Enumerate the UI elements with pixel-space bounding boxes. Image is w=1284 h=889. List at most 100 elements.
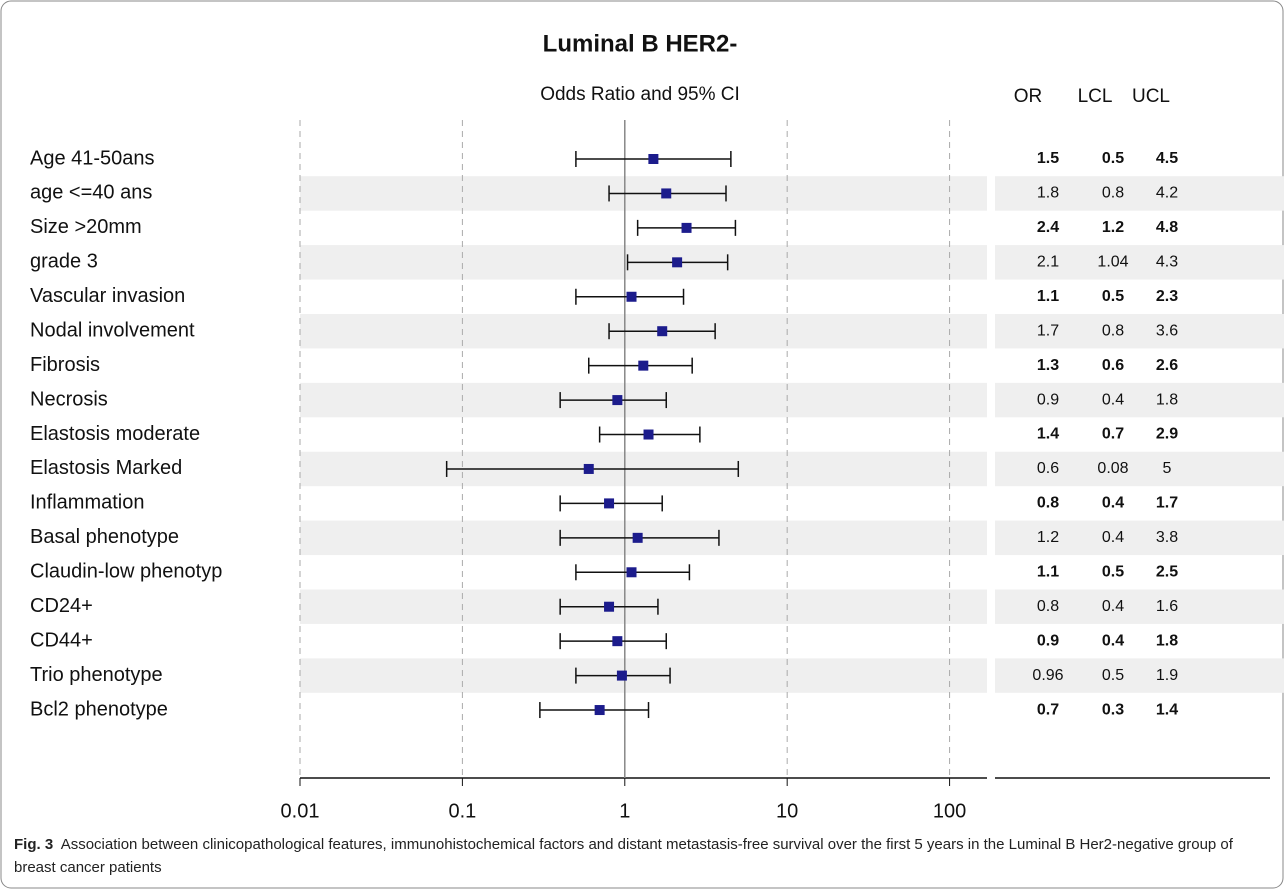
caption-label: Fig. 3	[14, 836, 54, 853]
x-tick-label: 10	[776, 800, 798, 822]
x-tick-label: 0.1	[448, 800, 476, 822]
table-value: 0.4	[1102, 495, 1124, 512]
table-value: 0.5	[1102, 288, 1124, 305]
table-value: 1.2	[1102, 219, 1124, 236]
table-value: 2.9	[1156, 426, 1178, 443]
table-value: 1.2	[1037, 529, 1059, 546]
table-value: 1.7	[1037, 322, 1059, 339]
table-value: 1.4	[1037, 426, 1059, 443]
table-value: 0.7	[1037, 701, 1059, 718]
table-value: 1.5	[1037, 150, 1059, 167]
table-value: 0.4	[1102, 632, 1124, 649]
x-tick-label: 0.01	[281, 800, 320, 822]
table-value: 0.9	[1037, 632, 1059, 649]
row-label: Bcl2 phenotype	[30, 698, 168, 720]
table-value: 1.1	[1037, 288, 1059, 305]
odds-ratio-marker	[661, 188, 672, 199]
row-band	[995, 589, 1284, 624]
odds-ratio-marker	[604, 601, 615, 612]
odds-ratio-marker	[612, 636, 623, 647]
table-value: 0.4	[1102, 391, 1124, 408]
table-header: LCL	[1078, 86, 1113, 107]
row-label: Vascular invasion	[30, 285, 185, 307]
table-value: 0.8	[1102, 185, 1124, 202]
table-value: 4.3	[1156, 254, 1178, 271]
row-band	[995, 658, 1284, 693]
odds-ratio-marker	[632, 532, 643, 543]
row-label: Necrosis	[30, 388, 108, 410]
row-label: Age 41-50ans	[30, 147, 155, 169]
odds-ratio-marker	[612, 395, 623, 406]
table-value: 0.5	[1102, 150, 1124, 167]
odds-ratio-marker	[681, 222, 692, 233]
table-value: 0.8	[1037, 495, 1059, 512]
table-value: 4.8	[1156, 219, 1178, 236]
row-label: Claudin-low phenotyp	[30, 561, 222, 583]
odds-ratio-marker	[626, 567, 637, 578]
row-label: Inflammation	[30, 492, 145, 514]
table-value: 2.3	[1156, 288, 1178, 305]
row-label: grade 3	[30, 251, 98, 273]
row-label: CD44+	[30, 629, 93, 651]
table-value: 1.1	[1037, 563, 1059, 580]
table-value: 2.6	[1156, 357, 1178, 374]
table-value: 1.6	[1156, 598, 1178, 615]
table-value: 0.5	[1102, 667, 1124, 684]
table-value: 5	[1163, 460, 1172, 477]
chart-title: Luminal B HER2-	[543, 30, 738, 57]
row-label: Nodal involvement	[30, 319, 195, 341]
row-label: age <=40 ans	[30, 182, 152, 204]
caption: Fig. 3 Association between clinicopathol…	[14, 833, 1274, 879]
row-label: Fibrosis	[30, 354, 100, 376]
odds-ratio-marker	[594, 705, 605, 716]
odds-ratio-marker	[626, 291, 637, 302]
row-band	[995, 382, 1284, 418]
row-label: Trio phenotype	[30, 664, 163, 686]
table-value: 1.8	[1156, 632, 1178, 649]
odds-ratio-marker	[583, 463, 594, 474]
table-header: UCL	[1132, 86, 1170, 107]
table-value: 0.9	[1037, 391, 1059, 408]
table-value: 3.8	[1156, 529, 1178, 546]
row-band	[995, 520, 1284, 556]
odds-ratio-marker	[643, 429, 654, 440]
odds-ratio-marker	[648, 154, 659, 164]
caption-text: Association between clinicopathological …	[14, 836, 1233, 876]
table-value: 0.7	[1102, 426, 1124, 443]
table-value: 0.6	[1037, 460, 1059, 477]
row-band	[995, 313, 1284, 349]
odds-ratio-marker	[638, 360, 649, 371]
table-value: 0.8	[1102, 322, 1124, 339]
table-value: 2.4	[1037, 219, 1059, 236]
table-value: 1.04	[1097, 254, 1128, 271]
table-value: 1.7	[1156, 495, 1178, 512]
odds-ratio-marker	[616, 670, 627, 681]
table-value: 0.4	[1102, 529, 1124, 546]
row-label: CD24+	[30, 595, 93, 617]
table-value: 0.5	[1102, 563, 1124, 580]
table-value: 0.96	[1032, 667, 1063, 684]
table-value: 0.4	[1102, 598, 1124, 615]
row-label: Elastosis Marked	[30, 457, 182, 479]
table-value: 3.6	[1156, 322, 1178, 339]
table-value: 1.8	[1037, 185, 1059, 202]
row-band	[995, 245, 1284, 280]
row-label: Elastosis moderate	[30, 423, 200, 445]
row-label: Size >20mm	[30, 216, 142, 238]
table-value: 2.5	[1156, 563, 1178, 580]
odds-ratio-marker	[657, 326, 668, 337]
table-value: 2.1	[1037, 254, 1059, 271]
row-band	[995, 176, 1284, 211]
table-value: 4.5	[1156, 150, 1178, 167]
table-value: 0.08	[1097, 460, 1128, 477]
table-value: 1.4	[1156, 701, 1178, 718]
table-value: 1.8	[1156, 391, 1178, 408]
x-tick-label: 1	[619, 800, 630, 822]
table-header: OR	[1014, 86, 1043, 107]
table-value: 4.2	[1156, 185, 1178, 202]
x-tick-label: 100	[933, 800, 966, 822]
table-value: 0.3	[1102, 701, 1124, 718]
